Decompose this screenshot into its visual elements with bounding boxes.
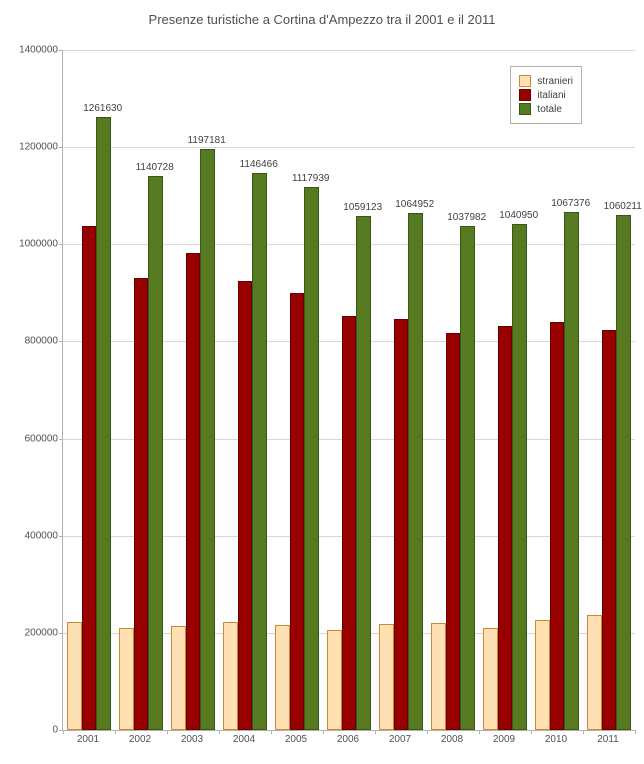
gridline (63, 50, 635, 51)
bar-italiani (498, 326, 513, 730)
bar-italiani (446, 333, 461, 730)
x-tick (427, 730, 428, 734)
y-axis-label: 1400000 (8, 45, 58, 56)
bar-totale (460, 226, 475, 730)
bar-italiani (238, 281, 253, 730)
bar-italiani (602, 330, 617, 730)
x-axis-label: 2008 (441, 734, 463, 745)
bar-totale (96, 117, 111, 730)
data-label: 1146466 (240, 159, 278, 170)
bar-stranieri (275, 625, 290, 730)
legend-swatch (519, 103, 531, 115)
x-tick (63, 730, 64, 734)
x-tick (115, 730, 116, 734)
y-axis-label: 0 (8, 725, 58, 736)
legend-label: italiani (537, 90, 565, 101)
chart-title: Presenze turistiche a Cortina d'Ampezzo … (0, 12, 644, 27)
bar-totale (200, 149, 215, 730)
bar-stranieri (327, 630, 342, 730)
bar-italiani (550, 322, 565, 730)
bar-totale (564, 212, 579, 730)
x-axis-label: 2010 (545, 734, 567, 745)
bar-totale (512, 224, 527, 730)
plot-area (62, 50, 635, 731)
data-label: 1040950 (499, 210, 538, 221)
bar-stranieri (379, 624, 394, 730)
data-label: 1060211 (604, 201, 642, 212)
y-axis-label: 600000 (8, 433, 58, 444)
x-axis-label: 2011 (597, 734, 619, 745)
x-axis-label: 2004 (233, 734, 255, 745)
legend-label: stranieri (537, 76, 573, 87)
x-tick (323, 730, 324, 734)
y-axis-label: 1000000 (8, 239, 58, 250)
gridline (63, 147, 635, 148)
bar-italiani (134, 278, 149, 730)
bar-italiani (342, 316, 357, 730)
x-tick (375, 730, 376, 734)
data-label: 1140728 (136, 162, 174, 173)
y-axis-label: 400000 (8, 530, 58, 541)
legend-swatch (519, 75, 531, 87)
bar-stranieri (223, 622, 238, 730)
y-tick (59, 147, 63, 148)
legend-swatch (519, 89, 531, 101)
bar-totale (616, 215, 631, 730)
bar-totale (304, 187, 319, 730)
x-axis-label: 2003 (181, 734, 203, 745)
x-axis-label: 2007 (389, 734, 411, 745)
x-tick (583, 730, 584, 734)
bar-italiani (186, 253, 201, 730)
bar-italiani (394, 319, 409, 730)
data-label: 1067376 (551, 198, 590, 209)
y-axis-label: 200000 (8, 627, 58, 638)
bar-totale (148, 176, 163, 730)
y-tick (59, 341, 63, 342)
bar-stranieri (171, 626, 186, 730)
legend-item: totale (519, 103, 573, 115)
bar-stranieri (535, 620, 550, 730)
data-label: 1059123 (343, 202, 382, 213)
bar-stranieri (431, 623, 446, 730)
y-tick (59, 50, 63, 51)
data-label: 1037982 (447, 212, 486, 223)
bar-stranieri (119, 628, 134, 730)
x-tick (635, 730, 636, 734)
x-tick (219, 730, 220, 734)
x-axis-label: 2009 (493, 734, 515, 745)
data-label: 1197181 (188, 135, 226, 146)
y-tick (59, 439, 63, 440)
y-tick (59, 244, 63, 245)
x-tick (271, 730, 272, 734)
x-tick (167, 730, 168, 734)
x-axis-label: 2006 (337, 734, 359, 745)
x-axis-label: 2005 (285, 734, 307, 745)
legend: stranieri italiani totale (510, 66, 582, 124)
x-axis-label: 2001 (77, 734, 99, 745)
bar-italiani (82, 226, 97, 730)
y-tick (59, 633, 63, 634)
y-axis-label: 1200000 (8, 142, 58, 153)
x-tick (479, 730, 480, 734)
legend-item: italiani (519, 89, 573, 101)
data-label: 1261630 (83, 103, 122, 114)
y-axis-label: 800000 (8, 336, 58, 347)
legend-item: stranieri (519, 75, 573, 87)
bar-totale (356, 216, 371, 730)
bar-stranieri (67, 622, 82, 730)
data-label: 1064952 (395, 199, 434, 210)
chart-container: Presenze turistiche a Cortina d'Ampezzo … (0, 0, 644, 764)
bar-totale (408, 213, 423, 730)
bar-totale (252, 173, 267, 730)
x-tick (531, 730, 532, 734)
bar-stranieri (587, 615, 602, 730)
y-tick (59, 536, 63, 537)
bar-italiani (290, 293, 305, 730)
x-axis-label: 2002 (129, 734, 151, 745)
data-label: 1117939 (292, 173, 329, 184)
bar-stranieri (483, 628, 498, 730)
legend-label: totale (537, 104, 561, 115)
